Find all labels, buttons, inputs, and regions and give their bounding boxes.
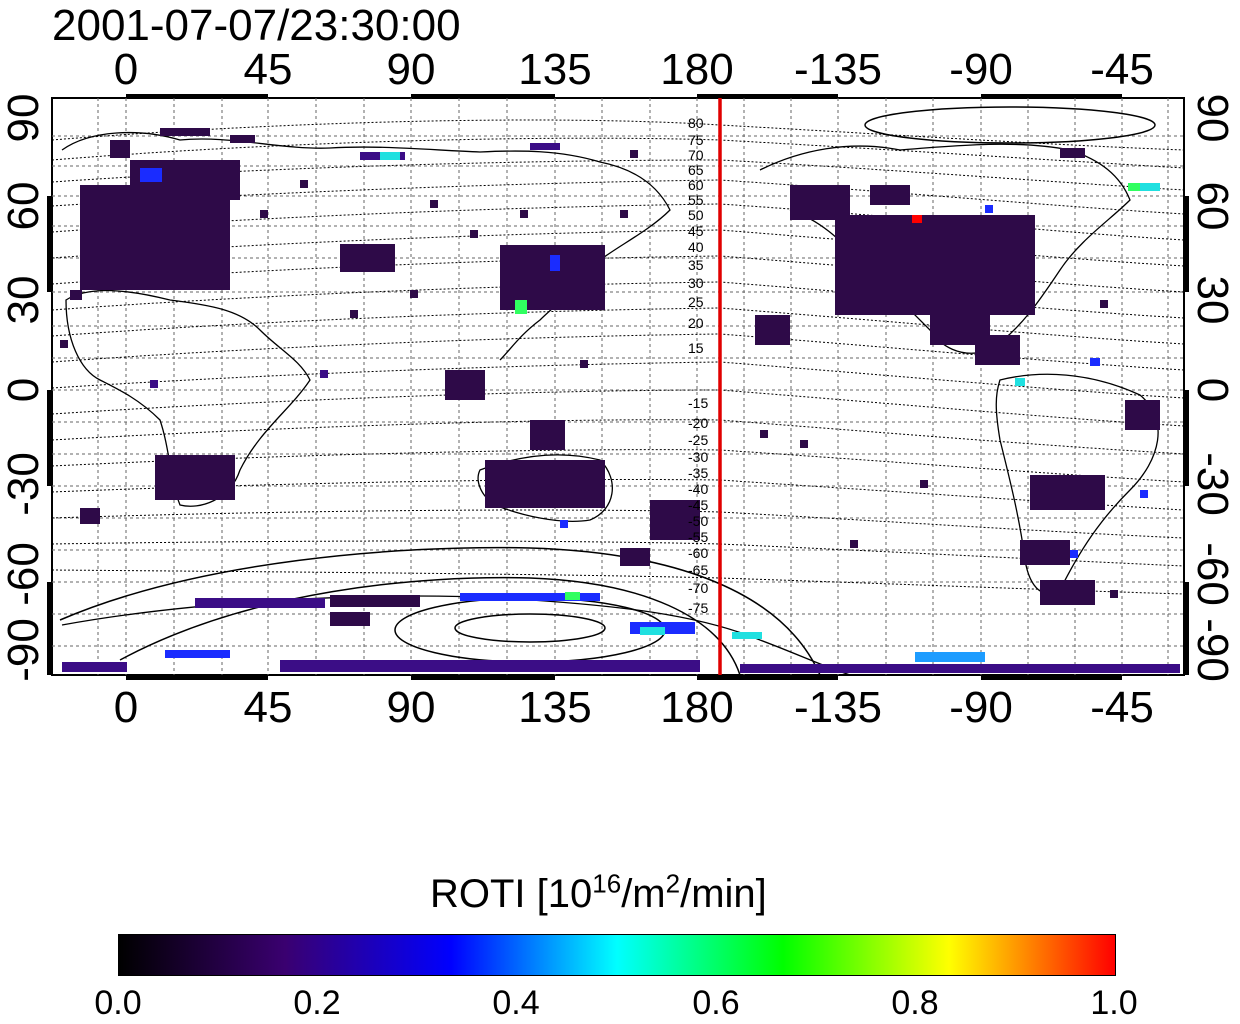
- top-x-tick-m135: -135: [793, 45, 883, 94]
- contour-label-65: 65: [688, 162, 704, 178]
- contour-label-group: 80 75 70 65 60 55 50 45 40 35 30 25 20 1…: [688, 115, 708, 616]
- contour-label-m50: -50: [688, 513, 708, 529]
- contour-label-55: 55: [688, 192, 704, 208]
- contour-label-30: 30: [688, 275, 704, 291]
- contour-label-75: 75: [688, 132, 704, 148]
- bottom-x-tick-180: 180: [660, 683, 734, 732]
- contour-label-m25: -25: [688, 432, 708, 448]
- top-x-tick-m90: -90: [949, 45, 1013, 94]
- contour-label-m15: -15: [688, 395, 708, 411]
- contour-label-15: 15: [688, 340, 704, 356]
- south-america-outline: [995, 373, 1159, 595]
- contour-label-m35: -35: [688, 465, 708, 481]
- contour-label-m20: -20: [688, 415, 708, 431]
- contour-label-m65: -65: [688, 562, 708, 578]
- contour-label-20: 20: [688, 315, 704, 331]
- frame-band-bottom: [126, 675, 1122, 680]
- bottom-x-tick-m90: -90: [949, 683, 1013, 732]
- colorbar-tick-5: 1.0: [1090, 984, 1138, 1022]
- contour-label-25: 25: [688, 294, 704, 310]
- colorbar-tick-4: 0.8: [891, 984, 939, 1022]
- contour-label-m55: -55: [688, 529, 708, 545]
- colorbar-tick-0: 0.0: [94, 984, 142, 1022]
- bottom-x-tick-90: 90: [386, 683, 436, 732]
- contour-label-50: 50: [688, 207, 704, 223]
- contour-label-45: 45: [688, 223, 704, 239]
- top-x-tick-m45: -45: [1090, 45, 1154, 94]
- top-x-tick-0: 0: [113, 45, 139, 94]
- bottom-x-tick-m135: -135: [793, 683, 883, 732]
- frame-band-top: [126, 94, 1122, 99]
- contour-label-m75: -75: [688, 600, 708, 616]
- plot-title: 2001-07-07/23:30:00: [52, 1, 461, 50]
- colorbar-tick-1: 0.2: [293, 984, 341, 1022]
- contour-label-m40: -40: [688, 481, 708, 497]
- colorbar-tick-2: 0.4: [492, 984, 540, 1022]
- top-x-tick-90: 90: [386, 45, 436, 94]
- magnetic-latitude-contours: [52, 119, 1184, 595]
- bottom-x-tick-135: 135: [518, 683, 592, 732]
- contour-label-m30: -30: [688, 449, 708, 465]
- bottom-x-tick-0: 0: [113, 683, 139, 732]
- contour-label-m70: -70: [688, 580, 708, 596]
- top-x-tick-45: 45: [243, 45, 293, 94]
- africa-outline: [65, 289, 311, 507]
- contour-label-70: 70: [688, 147, 704, 163]
- map-frame: [51, 97, 1185, 676]
- bottom-x-tick-45: 45: [243, 683, 293, 732]
- contour-label-60: 60: [688, 177, 704, 193]
- contour-label-m60: -60: [688, 545, 708, 561]
- frame-band-left: [47, 196, 52, 675]
- top-x-tick-135: 135: [518, 45, 592, 94]
- contour-label-80: 80: [688, 115, 704, 131]
- contour-label-40: 40: [688, 239, 704, 255]
- bottom-x-tick-m45: -45: [1090, 683, 1154, 732]
- colorbar-tick-3: 0.6: [692, 984, 740, 1022]
- auroral-oval-contours: [59, 106, 1156, 675]
- frame-band-right: [1184, 196, 1189, 675]
- colorbar-gradient: [118, 934, 1116, 976]
- roti-data-pixels: [60, 128, 1180, 673]
- contour-label-35: 35: [688, 257, 704, 273]
- colorbar-title: ROTI [1016/m2/min]: [430, 868, 767, 916]
- contour-label-m45: -45: [688, 497, 708, 513]
- top-x-tick-180: 180: [660, 45, 734, 94]
